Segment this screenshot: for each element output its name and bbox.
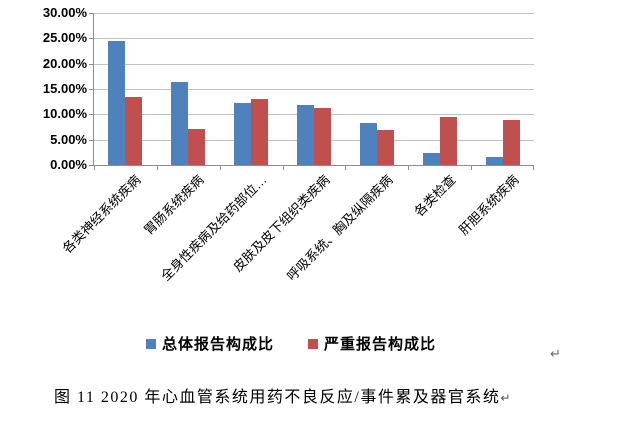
legend-label-serious: 严重报告构成比 bbox=[324, 336, 437, 353]
x-tick-mark bbox=[345, 165, 346, 170]
bar-total bbox=[234, 103, 252, 165]
y-tick-mark bbox=[89, 13, 94, 14]
figure-caption: 图 11 2020 年心血管系统用药不良反应/事件累及器官系统↵ bbox=[54, 383, 510, 407]
bar-total bbox=[485, 156, 503, 165]
paragraph-return-mark: ↵ bbox=[550, 347, 561, 362]
bar-serious bbox=[188, 129, 206, 165]
x-tick-mark bbox=[283, 165, 284, 170]
x-tick-mark bbox=[157, 165, 158, 170]
bar-serious bbox=[439, 116, 457, 165]
gridline bbox=[94, 13, 534, 14]
y-tick-mark bbox=[89, 38, 94, 39]
y-tick-label: 5.00% bbox=[50, 132, 87, 147]
legend-swatch-red-icon bbox=[308, 338, 319, 349]
bar-serious bbox=[376, 129, 394, 165]
y-tick-mark bbox=[89, 140, 94, 141]
chart-legend: 总体报告构成比 严重报告构成比 bbox=[146, 333, 436, 354]
bar-serious bbox=[251, 99, 269, 165]
bar-total bbox=[108, 41, 126, 165]
gridline bbox=[94, 64, 534, 65]
gridline bbox=[94, 38, 534, 39]
y-tick-label: 30.00% bbox=[42, 5, 87, 20]
x-tick-mark bbox=[471, 165, 472, 170]
x-category-label: 肝胆系统疾病 bbox=[455, 172, 522, 238]
bar-total bbox=[422, 152, 440, 165]
x-tick-mark bbox=[533, 165, 534, 170]
x-category-label: 全身性疾病及给药部位… bbox=[158, 172, 270, 284]
legend-swatch-blue-icon bbox=[146, 338, 156, 349]
x-tick-mark bbox=[220, 165, 221, 170]
y-tick-label: 15.00% bbox=[42, 81, 87, 96]
legend-item-total: 总体报告构成比 bbox=[146, 333, 274, 354]
y-tick-label: 0.00% bbox=[50, 157, 87, 172]
y-tick-mark bbox=[89, 114, 94, 115]
y-tick-label: 20.00% bbox=[42, 56, 87, 71]
legend-item-serious: 严重报告构成比 bbox=[308, 333, 436, 354]
bar-serious bbox=[502, 119, 520, 165]
bar-total bbox=[297, 104, 314, 165]
x-category-label: 呼吸系统、胸及纵隔疾病 bbox=[283, 172, 396, 284]
y-tick-mark bbox=[89, 89, 94, 90]
bar-total bbox=[171, 81, 189, 165]
y-tick-label: 10.00% bbox=[42, 106, 87, 121]
x-tick-mark bbox=[94, 165, 95, 170]
bar-serious bbox=[314, 108, 331, 165]
figure-caption-text: 图 11 2020 年心血管系统用药不良反应/事件累及器官系统 bbox=[54, 389, 501, 406]
x-category-label: 胃肠系统疾病 bbox=[141, 172, 207, 238]
y-tick-label: 25.00% bbox=[42, 30, 87, 45]
legend-label-total: 总体报告构成比 bbox=[162, 336, 275, 353]
x-category-label: 各类检查 bbox=[410, 172, 459, 220]
bar-total bbox=[359, 123, 377, 165]
y-tick-mark bbox=[89, 165, 94, 166]
caption-return-mark: ↵ bbox=[500, 391, 511, 405]
bar-serious bbox=[125, 96, 143, 165]
y-tick-mark bbox=[89, 64, 94, 65]
x-tick-mark bbox=[408, 165, 409, 170]
plot-area: 各类神经系统疾病 胃肠系统疾病 全身性疾病及给药部位… 皮肤及皮下组织类疾病 呼吸系统、… bbox=[60, 13, 534, 284]
x-category-label: 各类神经系统疾病 bbox=[59, 172, 145, 257]
gridline bbox=[94, 89, 534, 90]
